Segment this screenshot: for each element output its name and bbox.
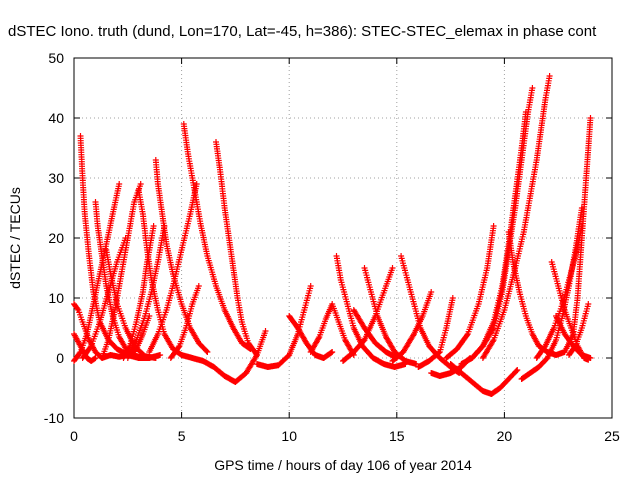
- marker-trace: [180, 121, 254, 352]
- x-tick-label: 10: [281, 428, 297, 444]
- x-tick-label: 5: [178, 428, 186, 444]
- data-series-14: [167, 283, 202, 361]
- marker-trace: [469, 85, 536, 361]
- data-series-29: [447, 361, 521, 397]
- chart-title: dSTEC Iono. truth (dund, Lon=170, Lat=-4…: [8, 23, 597, 40]
- data-series-16: [213, 139, 260, 358]
- data-series-32: [469, 85, 536, 361]
- data-series-27: [415, 295, 456, 370]
- axis-ticks: 0 5 10 15 20 25 -10 0 10 20 30 40 50: [44, 50, 620, 444]
- marker-trace: [253, 283, 314, 370]
- x-tick-label: 20: [497, 428, 513, 444]
- marker-trace: [415, 295, 456, 370]
- marker-trace: [505, 229, 551, 355]
- data-series-13: [146, 181, 200, 355]
- y-tick-label: -10: [44, 410, 64, 426]
- y-tick-label: 20: [48, 230, 64, 246]
- marker-trace: [389, 289, 435, 364]
- data-series-12: [124, 223, 168, 361]
- y-tick-label: 0: [56, 350, 64, 366]
- y-tick-label: 10: [48, 290, 64, 306]
- y-tick-label: 30: [48, 170, 64, 186]
- data-series-34: [505, 229, 551, 355]
- x-tick-label: 0: [70, 428, 78, 444]
- data-series-30: [443, 223, 497, 361]
- marker-trace: [213, 139, 260, 358]
- data-series-26: [389, 289, 435, 364]
- data-series-40: [566, 301, 592, 358]
- marker-trace: [189, 328, 269, 385]
- data-series-17: [189, 328, 269, 385]
- data-series-15: [180, 121, 254, 352]
- marker-trace: [533, 223, 585, 361]
- data-series-33: [479, 73, 553, 361]
- marker-trace: [443, 223, 497, 361]
- marker-trace: [167, 283, 202, 361]
- marker-trace: [124, 223, 168, 361]
- y-tick-label: 50: [48, 50, 64, 66]
- data-series-24: [350, 307, 400, 361]
- marker-trace: [350, 307, 400, 361]
- x-tick-label: 25: [604, 428, 620, 444]
- data-series-18: [253, 283, 314, 370]
- marker-trace: [307, 301, 357, 358]
- y-tick-label: 40: [48, 110, 64, 126]
- marker-trace: [447, 361, 521, 397]
- x-tick-label: 15: [389, 428, 405, 444]
- marker-trace: [566, 301, 592, 358]
- y-axis-label: dSTEC / TECUs: [7, 187, 23, 289]
- marker-trace: [146, 181, 200, 355]
- data-series: [71, 73, 594, 397]
- data-series-38: [533, 223, 585, 361]
- data-series-20: [307, 301, 357, 358]
- x-axis-label: GPS time / hours of day 106 of year 2014: [214, 457, 472, 473]
- marker-trace: [479, 73, 553, 361]
